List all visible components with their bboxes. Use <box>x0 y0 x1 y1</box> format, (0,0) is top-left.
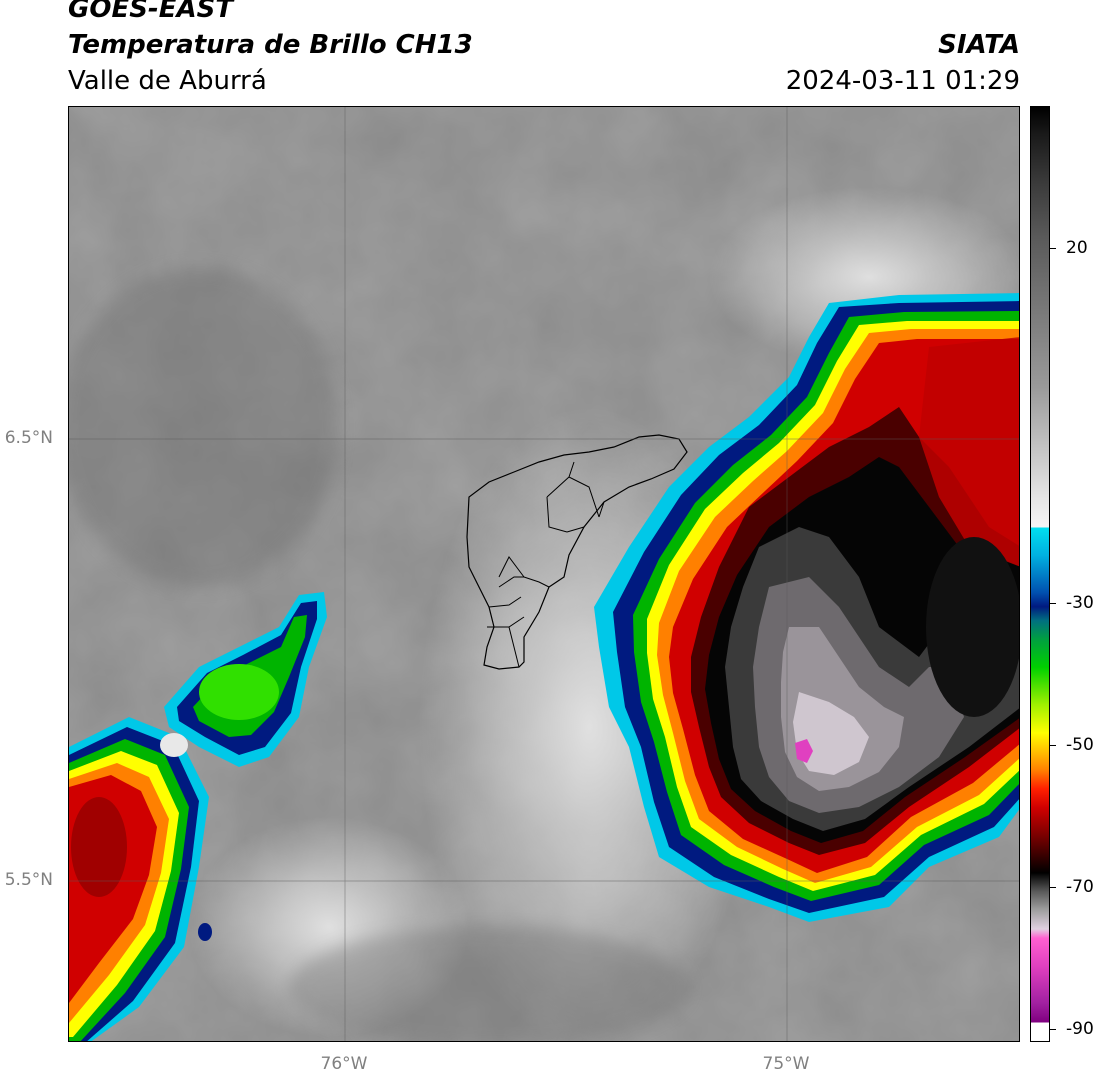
southwest-storm-cell <box>69 717 209 1041</box>
colorbar-label-neg90: -90 <box>1066 1019 1094 1039</box>
graticule <box>69 107 1019 1041</box>
satellite-title: GOES-EAST <box>68 0 234 24</box>
west-green-core <box>199 664 279 720</box>
east-storm-cell <box>594 293 1019 922</box>
core-magenta <box>795 739 813 763</box>
dark-area-south <box>289 927 689 1041</box>
lon-label-75: 75°W <box>762 1054 810 1074</box>
temperature-colorbar <box>1030 106 1050 1042</box>
lon-label-76: 76°W <box>320 1054 368 1074</box>
organization-label: SIATA <box>938 30 1020 60</box>
aburra-valley-boundary <box>466 434 688 670</box>
lat-label-5-5: 5.5°N <box>4 870 53 890</box>
datetime-label: 2024-03-11 01:29 <box>785 66 1020 96</box>
west-storm-cell <box>164 592 327 767</box>
lat-label-6-5: 6.5°N <box>4 428 53 448</box>
aburra-municipality-lines <box>487 461 605 668</box>
colorbar-label-neg50: -50 <box>1066 735 1094 755</box>
colorbar-tick-neg90 <box>1050 1029 1056 1030</box>
colorbar-label-20: 20 <box>1066 238 1088 258</box>
dark-area-west <box>69 267 339 587</box>
product-title: Temperatura de Brillo CH13 <box>68 30 473 60</box>
region-label: Valle de Aburrá <box>68 66 267 96</box>
isolated-cell-2 <box>198 923 212 941</box>
band-pale <box>793 692 869 775</box>
brightness-temperature-map <box>68 106 1020 1042</box>
colorbar-tick-neg30 <box>1050 603 1056 604</box>
isolated-cells <box>160 733 212 941</box>
map-canvas <box>69 107 1019 1041</box>
northeast-red-lobe <box>919 337 1019 567</box>
colorbar-tick-neg50 <box>1050 745 1056 746</box>
colorbar-label-neg70: -70 <box>1066 877 1094 897</box>
isolated-cell-1 <box>160 733 188 757</box>
northeast-black-lobe <box>926 537 1019 717</box>
colorbar-tick-20 <box>1050 248 1056 249</box>
colorbar-label-neg30: -30 <box>1066 593 1094 613</box>
colorbar-tick-neg70 <box>1050 887 1056 888</box>
sw-dark-red-core <box>71 797 127 897</box>
